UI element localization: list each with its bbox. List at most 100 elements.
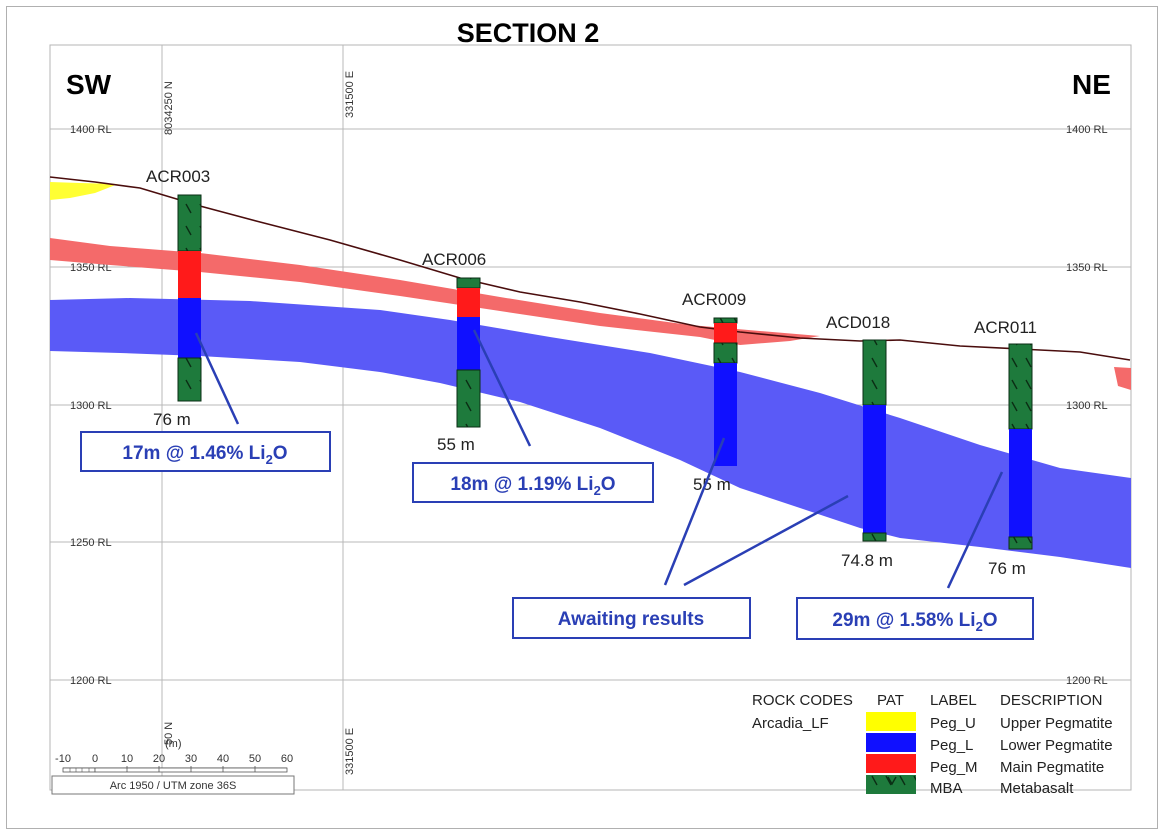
depth-label-acr011: 76 m — [988, 559, 1026, 578]
scale-tick-neg10: -10 — [55, 753, 71, 765]
hole-acd018-metabasalt-bottom — [862, 532, 887, 542]
scale-segment-minor — [62, 767, 96, 773]
callout-1: 17m @ 1.46% Li2O — [80, 431, 331, 472]
legend-swatch-metabasalt — [866, 775, 916, 794]
depth-label-acd018: 74.8 m — [841, 551, 893, 570]
depth-label-acr006: 55 m — [437, 435, 475, 454]
hole-acr006-metabasalt-top — [456, 277, 481, 289]
legend-rock-code: Arcadia_LF — [752, 715, 829, 732]
hole-acr009-metabasalt-middle — [713, 342, 738, 364]
leader-callout-2 — [472, 329, 532, 447]
scale-tick-20: 20 — [153, 753, 165, 765]
projection-box — [51, 775, 295, 795]
rl-label-right-1350: 1350 RL — [1066, 262, 1108, 274]
callout-leaders — [194, 329, 1004, 589]
depth-label-acr003: 76 m — [153, 410, 191, 429]
leader-callout-3a — [663, 437, 726, 586]
direction-sw: SW — [66, 69, 112, 100]
legend-desc-metabasalt: Metabasalt — [1000, 780, 1074, 797]
hole-label-acr003: ACR003 — [146, 167, 210, 186]
easting-top-label: 331500 E — [344, 71, 356, 118]
leader-callout-3b — [683, 494, 849, 587]
callout-4: 29m @ 1.58% Li2O — [796, 597, 1034, 640]
scale-unit: (m) — [165, 738, 182, 750]
legend-header-pat: PAT — [877, 692, 904, 709]
rl-label-left-1300: 1300 RL — [70, 400, 112, 412]
scale-tick-0: 0 — [92, 753, 98, 765]
legend-header-label: LABEL — [930, 692, 977, 709]
hole-acd018-lower-pegmatite — [863, 405, 886, 533]
plot-border — [49, 44, 1132, 791]
hole-label-acd018: ACD018 — [826, 313, 890, 332]
hole-acd018-metabasalt-top — [862, 339, 887, 406]
legend-label-peg-u: Peg_U — [930, 715, 976, 732]
hole-label-acr009: ACR009 — [682, 290, 746, 309]
legend-desc-upper-pegmatite: Upper Pegmatite — [1000, 715, 1113, 732]
callout-2-box — [412, 462, 654, 503]
main-pegmatite-band — [50, 238, 820, 345]
hole-acr003-metabasalt-top — [177, 194, 202, 252]
rl-label-right-1300: 1300 RL — [1066, 400, 1108, 412]
legend-header-description: DESCRIPTION — [1000, 692, 1103, 709]
scale-tick-30: 30 — [185, 753, 197, 765]
rl-label-left-1250: 1250 RL — [70, 537, 112, 549]
hole-acr006 — [456, 277, 481, 428]
easting-bottom-label: 331500 E — [344, 728, 356, 775]
rl-label-left-1400: 1400 RL — [70, 124, 112, 136]
scale-tick-60: 60 — [281, 753, 293, 765]
legend-desc-lower-pegmatite: Lower Pegmatite — [1000, 737, 1113, 754]
northing-bottom-label: 50 N — [163, 722, 175, 745]
callout-3: Awaiting results — [512, 597, 751, 639]
projection-label: Arc 1950 / UTM zone 36S — [110, 780, 237, 792]
hole-acr003-metabasalt-bottom — [177, 357, 202, 402]
callout-1-text: 17m @ 1.46% Li2O — [122, 443, 287, 467]
hole-acr006-main-pegmatite — [457, 288, 480, 317]
legend-header-rock-codes: ROCK CODES — [752, 692, 853, 709]
hole-acr003 — [177, 194, 202, 402]
main-pegmatite-band-east — [1114, 367, 1131, 390]
callout-3-text: Awaiting results — [558, 609, 704, 630]
hole-acd018 — [862, 339, 887, 542]
direction-ne: NE — [1072, 69, 1111, 100]
section-title: SECTION 2 — [457, 18, 600, 48]
hole-acr011-metabasalt-bottom — [1008, 536, 1033, 550]
callout-2-text: 18m @ 1.19% Li2O — [450, 474, 615, 498]
scale-tick-10: 10 — [121, 753, 133, 765]
northing-top-label: 8034250 N — [163, 81, 175, 135]
rl-label-left-1350: 1350 RL — [70, 262, 112, 274]
callout-4-text: 29m @ 1.58% Li2O — [832, 610, 997, 634]
rl-label-right-1400: 1400 RL — [1066, 124, 1108, 136]
topography-line — [49, 176, 1131, 361]
hole-acr006-metabasalt-bottom — [456, 369, 481, 428]
hole-acr003-lower-pegmatite — [178, 298, 201, 358]
rl-label-left-1200: 1200 RL — [70, 675, 112, 687]
legend-label-mba: MBA — [930, 780, 963, 797]
legend-swatch-upper-pegmatite — [866, 712, 916, 731]
callout-4-box — [796, 597, 1034, 640]
lower-pegmatite-band — [50, 298, 1131, 568]
hole-acr009-lower-pegmatite — [714, 363, 737, 466]
leader-callout-1 — [194, 332, 240, 425]
figure-frame — [6, 6, 1158, 829]
legend-swatch-main-pegmatite — [866, 754, 916, 773]
hole-acr009-main-pegmatite — [714, 323, 737, 343]
rl-label-right-1200: 1200 RL — [1066, 675, 1108, 687]
hole-acr006-lower-pegmatite — [457, 317, 480, 370]
hole-acr011 — [1008, 343, 1033, 550]
upper-pegmatite-band — [50, 182, 118, 200]
legend-label-peg-l: Peg_L — [930, 737, 973, 754]
callout-1-box — [80, 431, 331, 472]
hole-acr009-metabasalt-top — [713, 317, 738, 324]
legend: ROCK CODES PAT LABEL DESCRIPTION Arcadia… — [752, 692, 1113, 797]
scale-tick-50: 50 — [249, 753, 261, 765]
hole-acr009 — [713, 317, 738, 466]
scale-tick-40: 40 — [217, 753, 229, 765]
legend-swatch-lower-pegmatite — [866, 733, 916, 752]
hole-acr003-main-pegmatite — [178, 251, 201, 298]
scale-bar: (m) -10 0 10 20 30 40 50 60 — [51, 738, 295, 795]
hole-acr011-lower-pegmatite — [1009, 429, 1032, 537]
legend-desc-main-pegmatite: Main Pegmatite — [1000, 759, 1104, 776]
hole-acr011-metabasalt-top — [1008, 343, 1033, 430]
